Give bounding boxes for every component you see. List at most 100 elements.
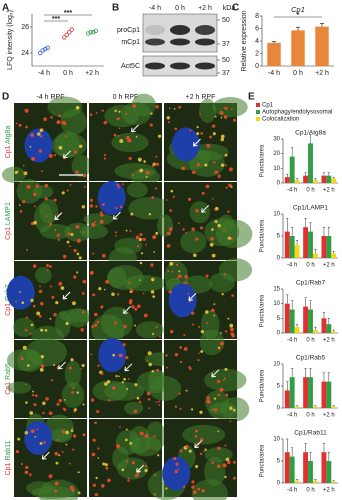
puncta — [20, 462, 24, 466]
error-bar — [332, 251, 335, 254]
puncta — [81, 205, 86, 209]
error-bar — [309, 451, 312, 461]
error-bar — [286, 381, 289, 391]
puncta — [204, 163, 208, 167]
y-tick-label: 10 — [273, 301, 280, 307]
puncta — [65, 443, 68, 446]
puncta — [137, 157, 142, 162]
puncta — [38, 149, 42, 153]
x-tick-label: -4 h — [38, 70, 50, 77]
bar — [308, 309, 313, 333]
puncta — [216, 379, 221, 384]
puncta — [215, 206, 219, 211]
significance-label: *** — [52, 16, 60, 23]
bar — [326, 381, 332, 408]
puncta — [205, 322, 209, 325]
y-tick-label: 10 — [273, 212, 280, 218]
puncta — [73, 275, 77, 279]
green-patch — [32, 185, 54, 199]
puncta — [210, 237, 214, 241]
x-tick-label: -4 h — [268, 70, 280, 77]
puncta — [197, 487, 201, 491]
column-header: +2 h RPF — [186, 94, 216, 101]
y-tick-label: 5 — [277, 316, 281, 322]
puncta — [128, 301, 133, 305]
puncta — [25, 125, 28, 129]
puncta — [225, 393, 229, 397]
panel-letter: B — [112, 3, 119, 14]
puncta — [46, 269, 49, 272]
micrograph — [89, 261, 167, 346]
puncta — [151, 277, 155, 282]
puncta — [22, 200, 26, 204]
error-bar — [309, 368, 312, 378]
puncta — [147, 447, 150, 449]
puncta — [136, 245, 140, 248]
error-bar — [314, 479, 317, 481]
bar — [291, 30, 305, 66]
error-bar — [327, 172, 331, 176]
error-bar — [322, 312, 326, 319]
puncta — [232, 460, 236, 464]
puncta — [63, 408, 67, 412]
puncta — [114, 231, 118, 234]
green-patch — [61, 382, 85, 408]
puncta — [111, 292, 115, 296]
puncta — [29, 473, 32, 476]
error-bar — [309, 300, 312, 310]
puncta — [65, 135, 68, 138]
puncta — [31, 156, 35, 161]
puncta — [183, 281, 186, 284]
puncta — [31, 393, 35, 397]
puncta — [104, 463, 108, 467]
blot-band — [195, 62, 215, 70]
puncta — [58, 145, 63, 150]
puncta — [136, 396, 140, 400]
puncta — [19, 210, 23, 213]
puncta — [191, 227, 196, 232]
puncta — [217, 393, 221, 397]
puncta — [76, 238, 81, 243]
puncta — [32, 264, 37, 268]
puncta — [165, 354, 168, 357]
green-patch — [106, 265, 144, 290]
bar — [284, 452, 290, 483]
puncta — [190, 311, 195, 315]
puncta — [222, 463, 227, 468]
puncta — [116, 117, 120, 121]
x-tick-label: 0 h — [306, 188, 314, 194]
puncta — [125, 112, 128, 116]
y-tick-label: 5 — [277, 234, 281, 240]
puncta — [128, 281, 131, 284]
puncta — [33, 192, 37, 197]
arrow — [192, 138, 201, 147]
puncta — [72, 387, 75, 390]
bar — [289, 309, 295, 333]
puncta — [91, 452, 96, 457]
puncta — [53, 363, 56, 367]
puncta — [168, 290, 172, 294]
label-red: Cp1 — [5, 463, 12, 476]
y-tick-label: 10 — [273, 362, 280, 368]
puncta — [117, 134, 120, 137]
puncta — [24, 431, 29, 435]
puncta — [135, 235, 140, 240]
puncta — [144, 464, 148, 468]
puncta — [223, 115, 228, 119]
puncta — [42, 411, 45, 415]
puncta — [118, 353, 123, 358]
label-red: Cp1 — [5, 145, 12, 158]
puncta — [89, 113, 93, 117]
puncta — [169, 261, 174, 266]
puncta — [155, 105, 159, 109]
puncta — [132, 104, 137, 108]
y-axis-label: Puncta/area — [260, 144, 266, 177]
puncta — [36, 311, 41, 316]
error-bar — [286, 173, 289, 178]
error-bar — [327, 318, 331, 325]
puncta — [77, 471, 80, 474]
column-header: 0 h RPF — [113, 94, 139, 101]
puncta — [205, 274, 209, 278]
blot-band — [170, 62, 190, 70]
puncta — [232, 408, 236, 412]
